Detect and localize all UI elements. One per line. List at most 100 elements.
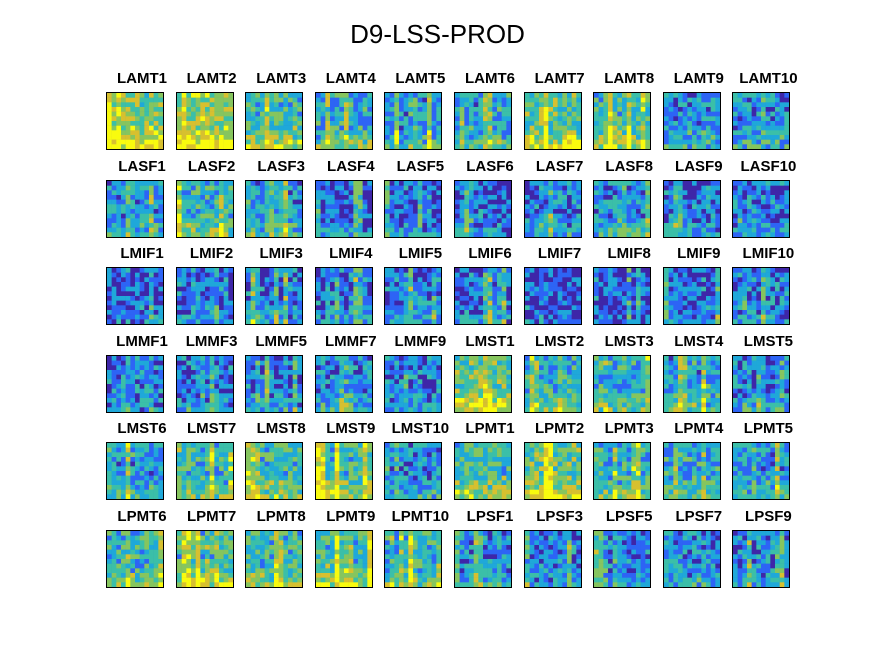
heatmap-cell (742, 291, 748, 297)
heatmap-cell (529, 189, 535, 195)
heatmap-cell (339, 227, 345, 233)
heatmap-cell (413, 291, 419, 297)
heatmap-cell (278, 208, 284, 214)
heatmap-cell (246, 217, 252, 223)
heatmap-cell (705, 111, 711, 117)
heatmap-cell (181, 374, 187, 380)
heatmap-cell (385, 185, 391, 191)
heatmap-cell (673, 130, 679, 136)
heatmap-cell (701, 144, 707, 149)
heatmap-cell (125, 310, 131, 315)
heatmap-cell (334, 272, 340, 278)
heatmap-cell (297, 203, 303, 209)
heatmap-cell (264, 406, 270, 412)
heatmap-cell (575, 213, 581, 219)
heatmap-cell (571, 93, 577, 98)
heatmap-cell (278, 319, 284, 324)
heatmap-cell (408, 107, 414, 112)
heatmap-cell (111, 296, 117, 301)
heatmap-cell (357, 135, 363, 140)
heatmap-cell (747, 194, 753, 200)
heatmap-cell (436, 180, 442, 186)
heatmap-cell (325, 392, 331, 398)
heatmap-cell (195, 231, 201, 237)
heatmap-cell (362, 314, 368, 320)
heatmap-cell (144, 139, 150, 145)
heatmap-cell (399, 277, 405, 283)
heatmap-cell (144, 314, 150, 320)
heatmap-cell (255, 300, 261, 306)
heatmap-cell (747, 208, 753, 214)
heatmap-cell (770, 199, 776, 205)
heatmap-cell (557, 222, 563, 228)
heatmap-cell (705, 130, 711, 136)
heatmap-cell (469, 199, 474, 205)
heatmap-cell (663, 222, 669, 228)
heatmap-cell (436, 107, 442, 112)
heatmap-cell (427, 93, 433, 98)
heatmap-cell (116, 282, 122, 287)
heatmap-cell (404, 319, 409, 324)
heatmap-cell (543, 296, 549, 301)
heatmap-cell (121, 231, 126, 237)
heatmap-cell (612, 189, 618, 195)
heatmap-cell (478, 107, 484, 112)
heatmap-cell (195, 227, 201, 233)
heatmap-cell (181, 121, 187, 126)
heatmap-cell (362, 144, 368, 149)
heatmap-cell (121, 397, 126, 403)
heatmap-cell (139, 102, 145, 108)
heatmap-cell (427, 121, 433, 126)
heatmap-cell (394, 217, 400, 223)
heatmap-cell (427, 97, 433, 103)
heatmap-cell (135, 374, 140, 380)
heatmap-cell (631, 213, 637, 219)
heatmap-cell (770, 231, 776, 237)
heatmap-cell (325, 116, 331, 122)
heatmap-cell (608, 300, 614, 306)
heatmap-cell (190, 277, 196, 283)
heatmap-cell (483, 277, 488, 283)
heatmap-cell (288, 130, 294, 136)
heatmap-cell (325, 208, 331, 214)
heatmap-cell (297, 213, 303, 219)
heatmap-cell (427, 199, 433, 205)
heatmap-cell (278, 139, 284, 145)
heatmap-cell (348, 355, 354, 361)
heatmap-cell (269, 406, 275, 412)
heatmap-cell (752, 125, 757, 131)
heatmap-cell (603, 189, 609, 195)
heatmap-cell (543, 102, 549, 108)
heatmap-cell (348, 268, 354, 273)
heatmap-cell (784, 227, 790, 233)
heatmap-cell (144, 272, 150, 278)
heatmap-cell (264, 402, 270, 408)
heatmap-cell (190, 227, 196, 233)
heatmap-cell (640, 231, 646, 237)
heatmap-cell (149, 282, 154, 287)
heatmap-cell (329, 374, 335, 380)
heatmap-cell (617, 125, 623, 131)
heatmap-cell (487, 217, 493, 223)
heatmap-cell (283, 185, 289, 191)
heatmap-cell (339, 388, 345, 394)
heatmap-cell (297, 130, 303, 136)
heatmap-cell (636, 185, 642, 191)
heatmap-cell (715, 227, 720, 233)
heatmap-cell (250, 185, 256, 191)
heatmap-cell (775, 189, 781, 195)
heatmap-cell (742, 97, 748, 103)
heatmap-cell (636, 189, 642, 195)
heatmap-cell (408, 227, 414, 233)
heatmap-cell (459, 310, 465, 315)
heatmap-cell (673, 144, 679, 149)
heatmap-cell (116, 97, 122, 103)
heatmap-cell (149, 97, 154, 103)
heatmap-cell (622, 227, 628, 233)
heatmap-cell (422, 130, 428, 136)
heatmap-cell (283, 231, 289, 237)
heatmap-cell (292, 277, 298, 283)
heatmap-cell (288, 282, 294, 287)
heatmap-cell (529, 194, 535, 200)
heatmap-cell (260, 144, 266, 149)
